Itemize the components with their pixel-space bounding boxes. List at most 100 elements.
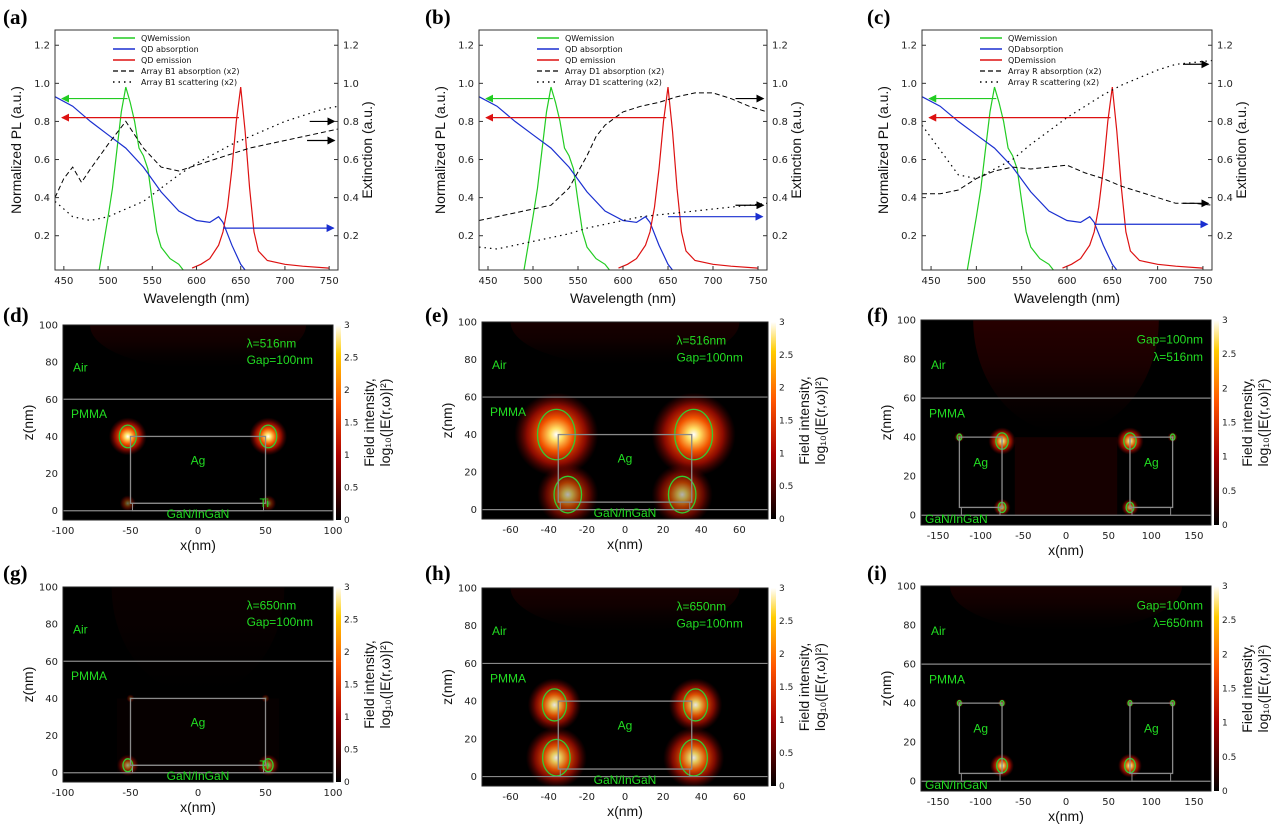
y-tick-label: 60 <box>45 395 58 406</box>
ti-layer-outline-0 <box>559 768 691 778</box>
y-tick-label: 100 <box>897 316 916 327</box>
y-tick-label: 40 <box>903 699 916 710</box>
colorbar-label-1: Field intensity, <box>361 378 377 466</box>
plot-area <box>55 30 338 270</box>
ti-layer-outline-1 <box>1131 772 1172 782</box>
layer-label-pmma: PMMA <box>490 405 526 419</box>
x-tick-label: 450 <box>478 276 497 287</box>
x-tick-label: 750 <box>1193 276 1212 287</box>
x-tick-label: 20 <box>657 792 670 803</box>
field-glow-top <box>973 320 1159 433</box>
colorbar-tick-label: 3 <box>344 583 350 593</box>
colorbar-tick-label: 0.5 <box>1222 753 1236 763</box>
panel-letter: (h) <box>425 561 451 585</box>
layer-label-ag-0: Ag <box>973 455 988 469</box>
field-glow-top <box>111 587 285 695</box>
y-axis-label: Normalized PL (a.u.) <box>875 86 891 214</box>
x-tick-label: -50 <box>122 788 138 799</box>
y2-tick-label: 0.6 <box>772 155 788 166</box>
layer-label-pmma: PMMA <box>71 407 107 421</box>
layer-label-ag-0: Ag <box>191 453 206 467</box>
y-tick-label: 60 <box>464 659 477 670</box>
layer-label-substrate: GaN/InGaN <box>925 778 988 792</box>
y2-tick-label: 0.2 <box>1217 231 1233 242</box>
legend-entry-3: Array R absorption (x2) <box>1008 67 1102 76</box>
legend-entry-3: Array B1 absorption (x2) <box>141 67 240 76</box>
field-map-panel-3: Air PMMA Ag Ti GaN/InGaN λ=516nm Gap=100nm -100… <box>20 321 393 554</box>
colorbar-tick-label: 0 <box>779 515 785 525</box>
plot-frame <box>920 319 1212 526</box>
x-tick-label: 0 <box>622 792 628 803</box>
series-line-2 <box>191 87 330 269</box>
layer-label-substrate: GaN/InGaN <box>594 506 657 520</box>
y-tick-label: 80 <box>903 621 916 632</box>
x-axis-label: x(nm) <box>1048 808 1084 824</box>
field-map-panel-4: Air PMMA Ag GaN/InGaN λ=516nm Gap=100nm -60 -40… <box>439 318 828 553</box>
plot-frame <box>481 321 769 520</box>
legend-entry-2: QDemission <box>1008 56 1056 65</box>
y-tick-label: 80 <box>45 358 58 369</box>
condition-label-1: λ=516nm <box>676 334 726 348</box>
y2-tick-label: 1.0 <box>343 79 359 90</box>
y-tick-label: 1.0 <box>34 79 50 90</box>
x-tick-label: -60 <box>502 792 518 803</box>
x-axis-label: x(nm) <box>607 803 643 819</box>
y2-tick-label: 0.8 <box>1217 117 1233 128</box>
y2-tick-label: 0.6 <box>343 155 359 166</box>
colorbar-label-1: Field intensity, <box>1239 644 1255 732</box>
colorbar-tick-label: 2 <box>779 384 785 394</box>
y2-axis-label: Extinction (a.u.) <box>788 101 804 198</box>
x-tick-label: 450 <box>922 276 941 287</box>
x-tick-label: -40 <box>541 525 557 536</box>
y-tick-label: 20 <box>903 738 916 749</box>
plot-frame <box>920 585 1212 792</box>
y-tick-label: 0.6 <box>34 155 50 166</box>
hotspot-0 <box>514 392 599 477</box>
x-tick-label: 100 <box>323 788 342 799</box>
field-map-content: Air PMMA Ag Ag GaN/InGaN Gap=100nm λ=650nm <box>921 586 1211 792</box>
field-glow-top <box>510 588 740 632</box>
series-line-3 <box>54 120 339 198</box>
layer-label-substrate: GaN/InGaN <box>167 769 230 783</box>
layer-label-substrate: GaN/InGaN <box>594 773 657 787</box>
x-axis-label: x(nm) <box>607 536 643 552</box>
colorbar-label-1: Field intensity, <box>1239 378 1255 466</box>
layer-label-substrate: GaN/InGaN <box>925 512 988 526</box>
x-axis-label: x(nm) <box>1048 542 1084 558</box>
legend-entry-0: QWemission <box>1008 34 1057 43</box>
y2-tick-label: 0.8 <box>772 117 788 128</box>
colorbar-tick-label: 1.5 <box>344 681 358 691</box>
layer-label-ag-1: Ag <box>1144 721 1159 735</box>
y-tick-label: 100 <box>458 584 477 595</box>
y2-tick-label: 0.2 <box>343 231 359 242</box>
series-line-0 <box>98 86 184 271</box>
y-tick-label: 0 <box>910 777 916 788</box>
panel-letter: (e) <box>425 303 448 327</box>
x-tick-label: -50 <box>1015 797 1031 808</box>
y2-tick-label: 0.2 <box>772 231 788 242</box>
y2-tick-label: 0.4 <box>343 193 359 204</box>
plot-area <box>922 30 1212 270</box>
colorbar-tick-label: 2.5 <box>779 351 793 361</box>
x-tick-label: -60 <box>502 525 518 536</box>
x-tick-label: 0 <box>1063 797 1069 808</box>
y-tick-label: 0.4 <box>901 193 917 204</box>
ti-layer-outline-0 <box>960 772 1001 782</box>
condition-label-2: Gap=100nm <box>247 615 313 629</box>
x-tick-label: -20 <box>579 792 595 803</box>
condition-label-1: Gap=100nm <box>1137 332 1203 346</box>
legend-entry-0: QWemission <box>141 34 190 43</box>
y-axis-label: z(nm) <box>20 405 36 441</box>
y2-tick-label: 1.2 <box>1217 41 1233 52</box>
y-tick-label: 1.0 <box>901 79 917 90</box>
legend-entry-4: Array B1 scattering (x2) <box>141 78 237 87</box>
y-tick-label: 0.2 <box>458 231 474 242</box>
y-axis-label: Normalized PL (a.u.) <box>432 86 448 214</box>
y-tick-label: 40 <box>903 433 916 444</box>
colorbar-tick-label: 0 <box>1222 787 1228 797</box>
series-line-3 <box>478 92 768 221</box>
field-map-content: Air PMMA Ag Ti GaN/InGaN λ=650nm Gap=100nm <box>63 587 333 783</box>
hotspot-0 <box>117 754 139 777</box>
colorbar-tick-label: 2.5 <box>779 617 793 627</box>
ti-layer-outline-0 <box>559 501 691 511</box>
